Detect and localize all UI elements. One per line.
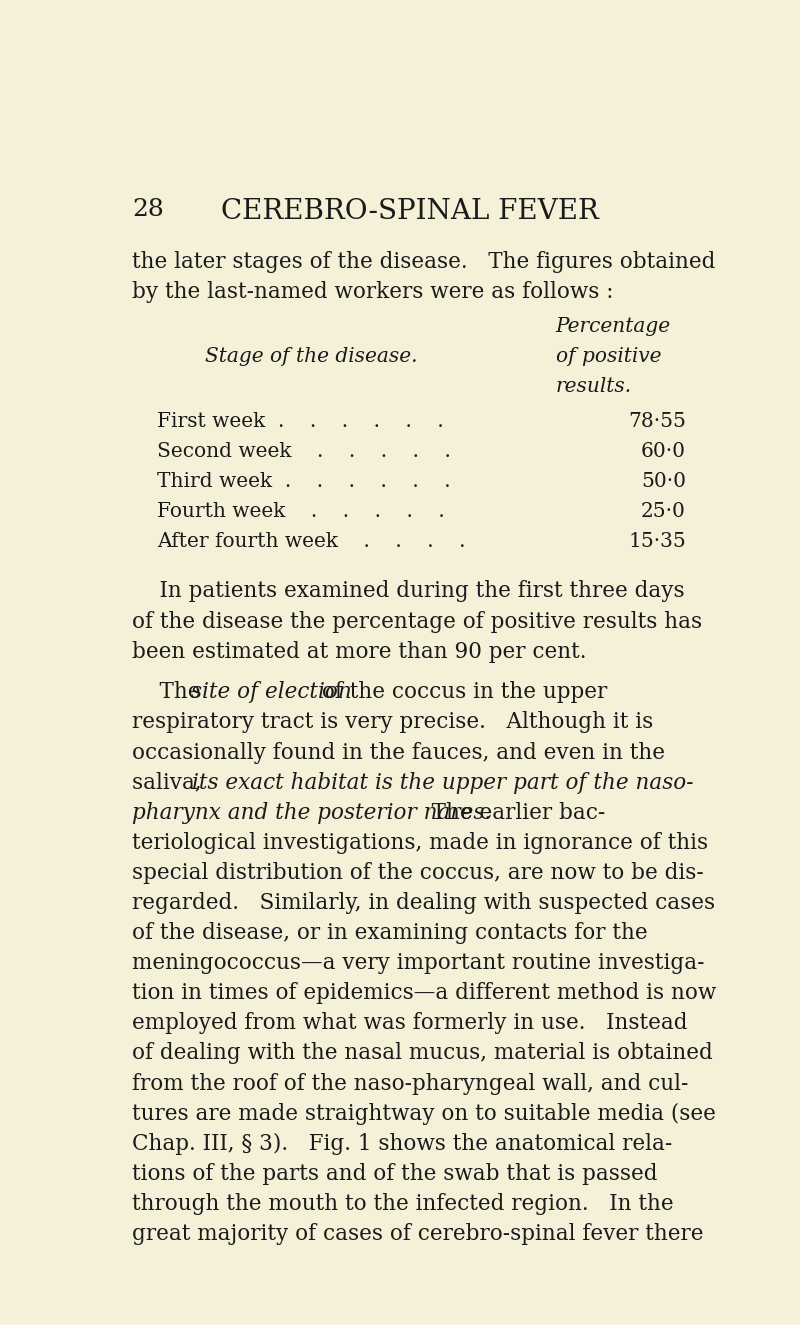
Text: Second week    .    .    .    .    .: Second week . . . . .	[157, 443, 451, 461]
Text: Fourth week    .    .    .    .    .: Fourth week . . . . .	[157, 502, 445, 521]
Text: of dealing with the nasal mucus, material is obtained: of dealing with the nasal mucus, materia…	[132, 1043, 713, 1064]
Text: tions of the parts and of the swab that is passed: tions of the parts and of the swab that …	[132, 1163, 658, 1185]
Text: pharynx and the posterior nares.: pharynx and the posterior nares.	[132, 802, 491, 824]
Text: employed from what was formerly in use.   Instead: employed from what was formerly in use. …	[132, 1012, 688, 1035]
Text: Third week  .    .    .    .    .    .: Third week . . . . . .	[157, 472, 450, 492]
Text: 50·0: 50·0	[641, 472, 686, 492]
Text: Percentage: Percentage	[556, 317, 671, 337]
Text: the later stages of the disease.   The figures obtained: the later stages of the disease. The fig…	[132, 250, 716, 273]
Text: results.: results.	[556, 378, 632, 396]
Text: First week  .    .    .    .    .    .: First week . . . . . .	[157, 412, 444, 431]
Text: In patients examined during the first three days: In patients examined during the first th…	[132, 580, 685, 603]
Text: Stage of the disease.: Stage of the disease.	[205, 347, 417, 366]
Text: After fourth week    .    .    .    .: After fourth week . . . .	[157, 533, 466, 551]
Text: by the last-named workers were as follows :: by the last-named workers were as follow…	[132, 281, 614, 303]
Text: respiratory tract is very precise.   Although it is: respiratory tract is very precise. Altho…	[132, 712, 654, 734]
Text: 25·0: 25·0	[641, 502, 686, 521]
Text: of the disease the percentage of positive results has: of the disease the percentage of positiv…	[132, 611, 702, 632]
Text: been estimated at more than 90 per cent.: been estimated at more than 90 per cent.	[132, 641, 586, 662]
Text: meningococcus—a very important routine investiga-: meningococcus—a very important routine i…	[132, 953, 705, 974]
Text: tures are made straightway on to suitable media (see: tures are made straightway on to suitabl…	[132, 1102, 716, 1125]
Text: great majority of cases of cerebro-spinal fever there: great majority of cases of cerebro-spina…	[132, 1223, 704, 1246]
Text: The: The	[132, 681, 208, 704]
Text: The earlier bac-: The earlier bac-	[410, 802, 605, 824]
Text: 15·35: 15·35	[628, 533, 686, 551]
Text: Chap. III, § 3).   Fig. 1 shows the anatomical rela-: Chap. III, § 3). Fig. 1 shows the anatom…	[132, 1133, 673, 1155]
Text: teriological investigations, made in ignorance of this: teriological investigations, made in ign…	[132, 832, 708, 853]
Text: regarded.   Similarly, in dealing with suspected cases: regarded. Similarly, in dealing with sus…	[132, 892, 715, 914]
Text: CEREBRO-SPINAL FEVER: CEREBRO-SPINAL FEVER	[221, 197, 599, 225]
Text: of the coccus in the upper: of the coccus in the upper	[315, 681, 607, 704]
Text: site of election: site of election	[190, 681, 351, 704]
Text: special distribution of the coccus, are now to be dis-: special distribution of the coccus, are …	[132, 861, 704, 884]
Text: tion in times of epidemics—a different method is now: tion in times of epidemics—a different m…	[132, 982, 717, 1004]
Text: of positive: of positive	[556, 347, 662, 366]
Text: through the mouth to the infected region.   In the: through the mouth to the infected region…	[132, 1192, 674, 1215]
Text: 78·55: 78·55	[628, 412, 686, 431]
Text: of the disease, or in examining contacts for the: of the disease, or in examining contacts…	[132, 922, 648, 945]
Text: occasionally found in the fauces, and even in the: occasionally found in the fauces, and ev…	[132, 742, 666, 763]
Text: 60·0: 60·0	[641, 443, 686, 461]
Text: its exact habitat is the upper part of the naso-: its exact habitat is the upper part of t…	[191, 771, 693, 794]
Text: saliva,: saliva,	[132, 771, 209, 794]
Text: 28: 28	[132, 197, 164, 221]
Text: from the roof of the naso-pharyngeal wall, and cul-: from the roof of the naso-pharyngeal wal…	[132, 1072, 689, 1094]
